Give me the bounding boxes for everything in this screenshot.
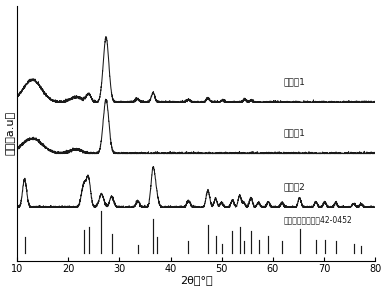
Y-axis label: 强度（a.u）: 强度（a.u） (5, 111, 15, 155)
Text: 对比例1: 对比例1 (283, 129, 305, 138)
Text: 对比例2: 对比例2 (283, 182, 305, 191)
Text: 钒锨青锱标准卡片42-0452: 钒锨青锱标准卡片42-0452 (283, 215, 352, 224)
Text: 实施例1: 实施例1 (283, 77, 305, 86)
X-axis label: 2θ（°）: 2θ（°） (180, 276, 212, 285)
